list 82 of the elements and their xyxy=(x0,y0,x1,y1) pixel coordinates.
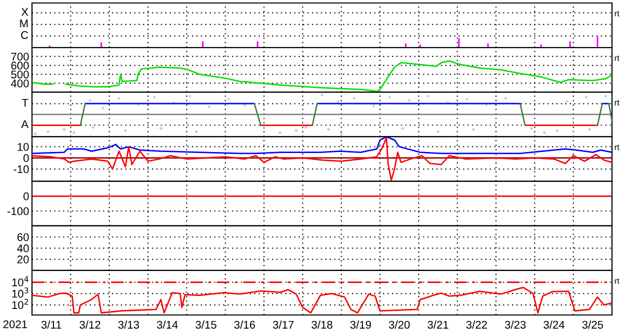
point xyxy=(72,131,76,134)
y-tick-label: -10 xyxy=(14,165,29,174)
y-tick-label: 20 xyxy=(17,256,29,264)
x-tick-label: 3/17 xyxy=(272,320,294,329)
point xyxy=(62,128,66,131)
point xyxy=(320,94,324,96)
point xyxy=(584,96,588,99)
y-tick-label: 10$^{2}$ xyxy=(12,298,28,309)
point xyxy=(46,130,50,134)
text: rt xyxy=(614,10,620,16)
point xyxy=(566,100,568,103)
y-tick-label: 0 xyxy=(23,154,29,162)
point xyxy=(542,131,546,134)
point xyxy=(372,104,375,108)
point xyxy=(227,98,230,101)
point xyxy=(88,99,92,102)
y-tick-label: 10 xyxy=(18,143,29,151)
point xyxy=(604,94,607,98)
point xyxy=(336,100,340,103)
text: rt xyxy=(614,100,620,106)
point xyxy=(556,129,559,132)
point xyxy=(352,96,356,100)
y-tick-label: 600 xyxy=(11,62,29,70)
y-tick-label: 10$^{4}$ xyxy=(12,276,28,286)
point xyxy=(118,96,120,100)
point xyxy=(304,126,308,129)
x-tick-label: 3/11 xyxy=(41,320,62,329)
text: rt xyxy=(614,144,620,150)
point xyxy=(92,126,95,129)
point xyxy=(436,130,440,134)
point xyxy=(194,130,198,134)
x-tick-label: 3/22 xyxy=(466,320,487,329)
point xyxy=(102,106,104,110)
y-tick-label: 40 xyxy=(17,244,29,252)
point xyxy=(34,132,37,136)
y-tick-label: -100 xyxy=(7,207,29,216)
point xyxy=(504,96,508,100)
point xyxy=(294,129,298,132)
text: X xyxy=(21,8,28,16)
point xyxy=(388,96,392,99)
point xyxy=(278,131,282,134)
point xyxy=(530,126,533,130)
text: rt xyxy=(614,278,620,284)
y-tick-label: 10$^{3}$ xyxy=(12,288,28,298)
point xyxy=(124,129,127,132)
x-tick-label: 3/18 xyxy=(312,320,332,329)
point xyxy=(327,128,330,131)
x-tick-label: 3/12 xyxy=(80,320,100,329)
x-tick-label: 3/16 xyxy=(234,320,255,329)
point xyxy=(188,94,192,98)
x-tick-label: 3/19 xyxy=(350,320,371,329)
point xyxy=(588,128,591,131)
point xyxy=(408,99,410,102)
point xyxy=(426,94,430,98)
x-tick-label: 3/20 xyxy=(388,320,410,329)
x-tick-label: 3/13 xyxy=(118,320,139,329)
point xyxy=(160,126,162,130)
point xyxy=(153,96,156,99)
point xyxy=(401,126,404,130)
y-tick-label: 0 xyxy=(23,192,29,200)
text: C xyxy=(21,31,28,39)
x-tick-label: 3/21 xyxy=(428,320,448,329)
point xyxy=(472,128,475,131)
x-tick-label: 3/23 xyxy=(504,320,526,329)
y-tick-label: 700 xyxy=(11,52,29,61)
y-tick-label: 500 xyxy=(11,70,29,78)
text: A xyxy=(21,120,28,128)
text: T xyxy=(22,98,28,107)
point xyxy=(340,132,343,136)
text: rt xyxy=(614,55,620,61)
x-tick-label: 3/14 xyxy=(156,320,178,329)
point xyxy=(572,130,575,134)
x-tick-label: 3/25 xyxy=(582,320,604,329)
x-axis-title: 2021 xyxy=(3,320,27,328)
point xyxy=(466,98,468,101)
point xyxy=(208,105,211,108)
point xyxy=(262,126,266,130)
y-tick-label: 60 xyxy=(17,233,29,242)
text: M xyxy=(20,20,28,28)
x-tick-label: 3/15 xyxy=(196,320,216,329)
x-tick-label: 3/24 xyxy=(544,320,564,329)
y-tick-label: 400 xyxy=(10,79,29,88)
